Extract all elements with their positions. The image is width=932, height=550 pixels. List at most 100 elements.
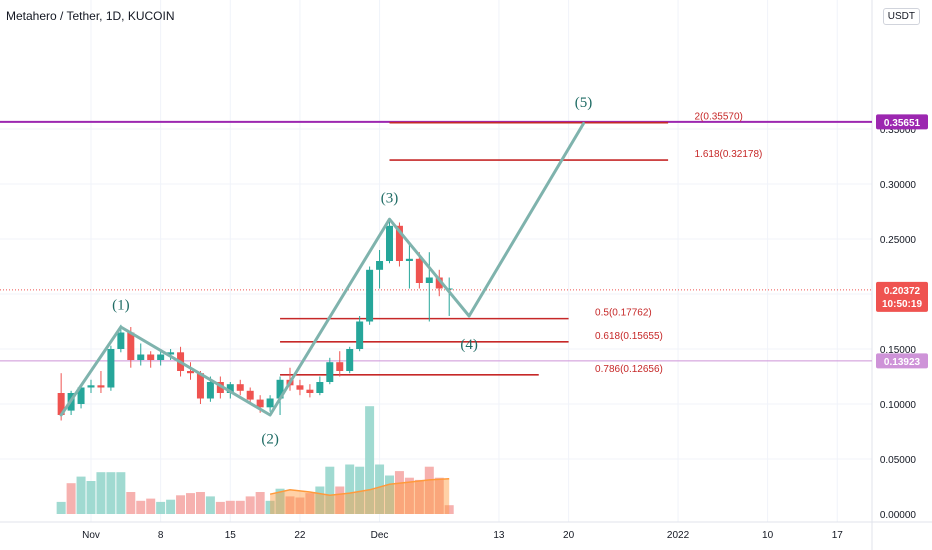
price-line-badge-bg [876, 353, 928, 369]
volume-bar [66, 483, 76, 514]
candle-body [405, 258, 413, 261]
volume-bar [186, 493, 195, 514]
volume-bar [345, 464, 355, 514]
wave-label: (1) [112, 297, 130, 313]
volume-bar [166, 499, 176, 514]
candle-body [445, 288, 453, 290]
x-tick-label: 10 [762, 530, 774, 541]
fib-level-label: 0.786(0.12656) [595, 364, 663, 375]
candle-body [137, 354, 145, 360]
volume-bar [285, 496, 295, 514]
candle-body [316, 382, 324, 393]
candle-body [206, 382, 214, 399]
volume-bar [424, 466, 434, 514]
x-tick-label: 22 [294, 530, 306, 541]
candle-body [356, 321, 364, 349]
x-tick-label: 20 [563, 530, 575, 541]
candle-body [187, 371, 194, 374]
price-line-badge-bg [876, 114, 928, 130]
volume-bar [335, 486, 345, 514]
candle-body [147, 354, 155, 360]
currency-badge[interactable]: USDT [882, 8, 920, 25]
candle-body [266, 398, 274, 408]
candle-body [167, 352, 175, 355]
price-line-badge: 0.13923 [884, 357, 921, 368]
candle-body [376, 261, 384, 270]
volume-bar [86, 481, 96, 514]
volume-bar [365, 406, 375, 514]
volume-bar [56, 501, 66, 514]
price-line-badge: 0.35651 [884, 118, 921, 129]
volume-bar [355, 466, 365, 514]
volume-bar [146, 498, 156, 514]
x-tick-label: 17 [832, 530, 844, 541]
volume-bar [315, 486, 325, 514]
candle-body [246, 390, 254, 400]
fib-level-label: 0.5(0.17762) [595, 308, 652, 319]
y-tick-label: 0.00000 [880, 510, 917, 521]
volume-bar [215, 501, 225, 514]
candle-body [77, 387, 85, 404]
y-tick-label: 0.15000 [880, 345, 917, 356]
volume-bar [156, 501, 166, 514]
countdown-badge: 10:50:19 [882, 299, 922, 310]
candle-body [216, 382, 224, 393]
candle-body [87, 385, 95, 388]
volume-bar [195, 492, 205, 514]
candle-body [395, 225, 403, 261]
symbol-title[interactable]: Metahero / Tether, 1D, KUCOIN [6, 9, 175, 23]
candle-body [346, 349, 354, 371]
candle-body [236, 384, 244, 391]
volume-bar [404, 477, 414, 514]
candle-body [276, 379, 284, 399]
volume-bar [225, 500, 235, 514]
volume-bar [245, 496, 255, 514]
volume-bar [176, 495, 186, 514]
volume-bar [136, 500, 146, 514]
candle-body [97, 385, 105, 388]
volume-bar [116, 472, 126, 514]
volume-bar [205, 496, 215, 514]
volume-bar [76, 476, 86, 514]
x-tick-label: 13 [493, 530, 505, 541]
fib-level-label: 2(0.35570) [695, 112, 743, 123]
candle-body [326, 362, 334, 382]
candle-body [226, 384, 234, 393]
x-tick-label: 2022 [667, 530, 690, 541]
y-tick-label: 0.25000 [880, 235, 917, 246]
volume-bar [96, 472, 106, 514]
volume-bar [295, 497, 305, 514]
candle-body [256, 399, 264, 408]
x-tick-label: 15 [225, 530, 237, 541]
wave-label: (4) [460, 337, 478, 353]
volume-bar [375, 464, 385, 514]
volume-bar [235, 500, 245, 514]
volume-bar [394, 471, 404, 514]
y-tick-label: 0.30000 [880, 180, 917, 191]
candle-body [296, 385, 304, 390]
candle-body [415, 258, 423, 283]
volume-bar [106, 472, 116, 514]
elliott-wave-path [59, 122, 586, 417]
candle-body [157, 354, 165, 360]
candle-body [117, 332, 125, 349]
x-tick-label: 8 [158, 530, 164, 541]
wave-label: (5) [575, 95, 593, 111]
volume-bar [255, 492, 265, 514]
candle-body [306, 389, 314, 393]
wave-label: (3) [381, 191, 399, 207]
last-price-badge: 0.20372 [884, 286, 921, 297]
wave-label: (2) [261, 432, 279, 448]
volume-bar [305, 493, 315, 514]
candle-body [366, 269, 374, 322]
candle-body [57, 393, 65, 415]
volume-bar [265, 500, 275, 514]
candle-body [336, 362, 344, 371]
candle-body [386, 225, 393, 261]
volume-ma-area [270, 478, 450, 514]
volume-ma-line [269, 478, 450, 497]
volume-bar [385, 475, 394, 514]
y-tick-label: 0.10000 [880, 400, 917, 411]
